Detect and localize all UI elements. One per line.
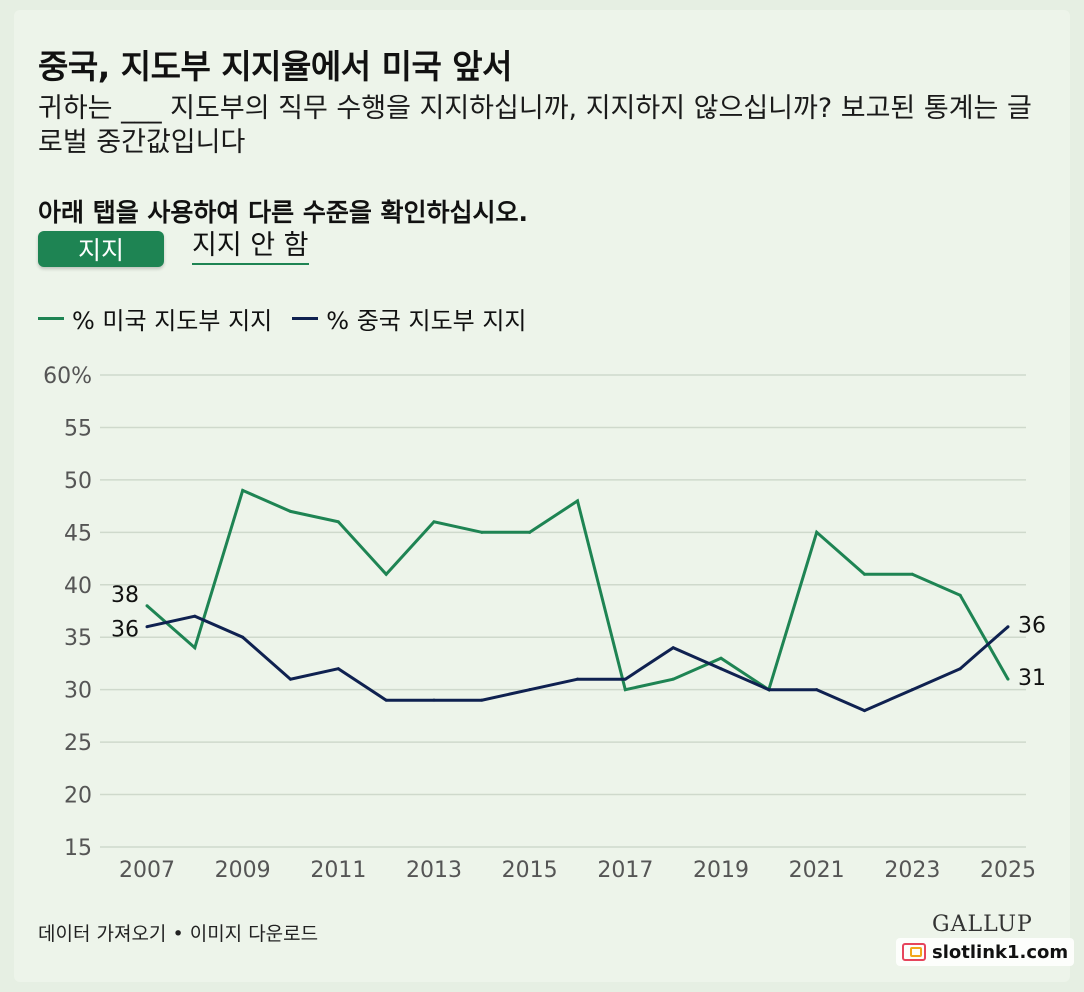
point-us-2023	[910, 572, 914, 576]
chart-card	[14, 10, 1070, 982]
gallup-logo: GALLUP	[932, 912, 1033, 937]
point-china-2015	[528, 688, 532, 692]
x-tick-label: 2013	[406, 858, 462, 883]
point-china-2025	[1006, 625, 1010, 629]
y-tick-label: 55	[64, 416, 92, 441]
point-china-2018	[671, 646, 675, 650]
point-china-2008	[193, 614, 197, 618]
point-us-2015	[528, 530, 532, 534]
point-china-2016	[576, 677, 579, 681]
download-image-link[interactable]: 이미지 다운로드	[189, 923, 319, 945]
point-us-2025	[1006, 677, 1010, 681]
chart-subtitle: 귀하는 ___ 지도부의 직무 수행을 지지하십니까, 지지하지 않으십니까? …	[38, 93, 1032, 158]
point-us-2009	[241, 488, 245, 492]
x-tick-label: 2009	[215, 858, 271, 883]
point-china-2021	[815, 688, 819, 692]
point-us-2010	[289, 509, 292, 513]
point-china-2012	[384, 698, 388, 702]
watermark: slotlink1.com	[896, 938, 1075, 966]
legend-swatch-china	[292, 316, 319, 320]
x-tick-label: 2007	[119, 858, 175, 883]
point-us-2019	[719, 656, 723, 660]
footer: 데이터 가져오기 • 이미지 다운로드	[38, 919, 318, 946]
point-us-2008	[193, 646, 197, 650]
start-label-china: 36	[111, 618, 139, 643]
x-tick-label: 2025	[980, 858, 1036, 883]
y-tick-label: 20	[64, 784, 92, 809]
x-tick-label: 2017	[597, 858, 653, 883]
point-us-2011	[336, 520, 340, 524]
watermark-text: slotlink1.com	[932, 941, 1069, 963]
start-label-us: 38	[111, 583, 139, 608]
point-china-2010	[289, 677, 292, 681]
y-tick-label: 35	[64, 626, 92, 651]
point-us-2018	[671, 677, 675, 681]
point-us-2022	[863, 572, 866, 576]
legend-label-china: % 중국 지도부 지지	[326, 306, 527, 335]
point-us-2017	[623, 688, 627, 692]
point-us-2007	[145, 604, 149, 608]
point-china-2023	[910, 688, 914, 692]
point-china-2017	[623, 677, 627, 681]
point-us-2012	[384, 572, 388, 576]
y-tick-label: 25	[64, 731, 92, 756]
end-label-china: 36	[1018, 614, 1046, 639]
point-china-2013	[432, 698, 436, 702]
point-china-2007	[145, 625, 149, 629]
series-line-china	[146, 614, 1009, 713]
legend-label-us: % 미국 지도부 지지	[72, 306, 273, 335]
chart-legend: % 미국 지도부 지지 % 중국 지도부 지지	[38, 301, 547, 336]
tabs-instruction: 아래 탭을 사용하여 다른 수준을 확인하십시오.	[38, 198, 529, 227]
point-china-2009	[241, 635, 245, 639]
point-china-2022	[863, 709, 866, 713]
point-us-2021	[815, 530, 819, 534]
point-china-2019	[719, 667, 723, 671]
point-us-2016	[576, 499, 579, 503]
tab-not-support[interactable]: 지지 안 함	[192, 231, 309, 265]
x-tick-label: 2019	[693, 858, 749, 883]
x-tick-label: 2021	[789, 858, 845, 883]
x-tick-label: 2015	[502, 858, 558, 883]
x-tick-label: 2023	[884, 858, 940, 883]
watermark-icon	[902, 943, 926, 961]
end-label-us: 31	[1018, 666, 1046, 691]
y-tick-label: 15	[64, 836, 92, 861]
legend-item-us: % 미국 지도부 지지	[38, 301, 272, 336]
chart-title: 중국, 지도부 지지율에서 미국 앞서	[38, 47, 513, 86]
point-us-2013	[432, 520, 436, 524]
y-tick-label: 40	[64, 574, 92, 599]
legend-swatch-us	[38, 316, 64, 320]
footer-separator: •	[172, 923, 184, 945]
point-china-2011	[336, 667, 340, 671]
point-us-2024	[958, 593, 962, 597]
y-tick-label: 30	[64, 679, 92, 704]
point-china-2020	[767, 688, 771, 692]
point-china-2014	[480, 698, 484, 702]
y-tick-label: 60%	[43, 364, 92, 389]
point-china-2024	[958, 667, 962, 671]
tab-support[interactable]: 지지	[38, 231, 164, 267]
point-us-2014	[480, 530, 484, 534]
y-tick-label: 50	[64, 469, 92, 494]
series-line-us	[146, 488, 1010, 693]
legend-item-china: % 중국 지도부 지지	[292, 301, 527, 336]
y-tick-label: 45	[64, 521, 92, 546]
download-data-link[interactable]: 데이터 가져오기	[38, 923, 167, 945]
x-tick-label: 2011	[310, 858, 366, 883]
